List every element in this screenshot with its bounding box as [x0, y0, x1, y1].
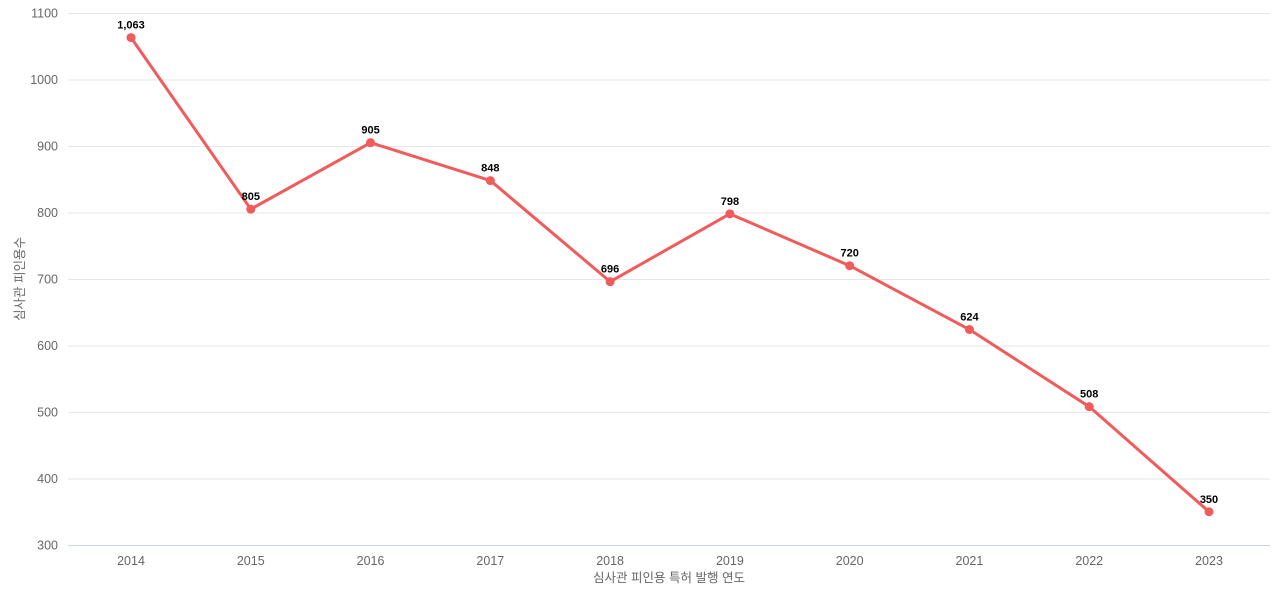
x-tick-label: 2019 — [716, 554, 744, 568]
data-series — [126, 33, 1214, 517]
data-point-marker[interactable] — [246, 204, 256, 214]
x-axis-tick-labels: 2014 2015 2016 2017 2018 2019 2020 2021 2022 2023 — [117, 554, 1223, 568]
data-point-label: 798 — [721, 196, 739, 208]
y-tick-label: 900 — [37, 140, 58, 154]
x-tick-label: 2020 — [836, 554, 864, 568]
data-point-label: 848 — [481, 163, 499, 175]
data-point-labels: 1,063 805 905 848 696 798 720 624 508 350 — [117, 20, 1218, 506]
data-point-marker[interactable] — [485, 176, 495, 186]
y-tick-label: 700 — [37, 273, 58, 287]
x-tick-label: 2018 — [596, 554, 624, 568]
y-tick-label: 1000 — [30, 73, 58, 87]
y-axis-title: 심사관 피인용수 — [13, 237, 27, 321]
x-tick-label: 2017 — [476, 554, 504, 568]
x-tick-label: 2016 — [357, 554, 385, 568]
data-point-label: 508 — [1080, 389, 1098, 401]
data-point-label: 350 — [1200, 494, 1218, 506]
data-point-label: 1,063 — [117, 20, 145, 32]
data-point-marker[interactable] — [964, 325, 974, 335]
y-tick-label: 600 — [37, 339, 58, 353]
data-point-marker[interactable] — [126, 33, 136, 43]
x-tick-label: 2021 — [956, 554, 984, 568]
gridlines — [68, 13, 1270, 546]
data-point-marker[interactable] — [1204, 507, 1214, 517]
data-point-marker[interactable] — [1084, 402, 1094, 412]
y-tick-label: 500 — [37, 406, 58, 420]
x-tick-label: 2015 — [237, 554, 265, 568]
data-point-label: 805 — [242, 191, 260, 203]
series-line — [129, 36, 1211, 514]
y-tick-label: 800 — [37, 206, 58, 220]
y-tick-label: 1100 — [31, 7, 58, 21]
y-axis-tick-labels: 300 400 500 600 700 800 900 1000 1100 — [30, 7, 58, 553]
x-tick-label: 2022 — [1075, 554, 1103, 568]
data-point-label: 720 — [840, 248, 858, 260]
data-point-marker[interactable] — [725, 209, 735, 219]
data-point-label: 696 — [601, 264, 619, 276]
y-tick-label: 300 — [37, 539, 58, 553]
x-axis-title: 심사관 피인용 특허 발행 연도 — [593, 570, 745, 585]
y-tick-label: 400 — [37, 472, 58, 486]
x-tick-label: 2014 — [117, 554, 145, 568]
x-tick-label: 2023 — [1195, 554, 1223, 568]
data-point-label: 905 — [361, 125, 379, 137]
data-point-marker[interactable] — [605, 277, 615, 287]
data-point-label: 624 — [960, 312, 979, 324]
data-point-marker[interactable] — [845, 261, 855, 271]
data-point-marker[interactable] — [366, 138, 376, 148]
